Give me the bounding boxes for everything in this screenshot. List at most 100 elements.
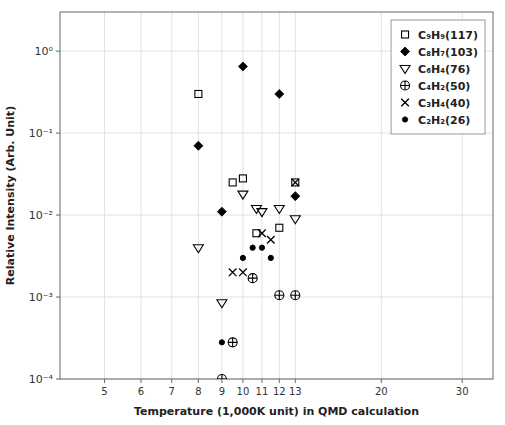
grid-line-x bbox=[171, 12, 172, 379]
point bbox=[228, 338, 237, 347]
series bbox=[194, 62, 300, 216]
chart: 5678910111213203010⁻⁴10⁻³10⁻²10⁻¹10⁰Temp… bbox=[0, 0, 505, 425]
legend-label: C₄H₂(50) bbox=[418, 80, 470, 93]
point bbox=[195, 90, 202, 97]
legend-symbol bbox=[401, 81, 410, 90]
grid-line-y bbox=[60, 297, 493, 298]
plot-frame bbox=[60, 12, 493, 379]
grid bbox=[60, 12, 493, 379]
tick-x bbox=[242, 379, 243, 383]
tick-label-x: 12 bbox=[273, 386, 286, 397]
tick-label-y: 10⁻² bbox=[29, 209, 53, 222]
legend-label: C₈H₇(103) bbox=[418, 46, 478, 59]
point bbox=[291, 192, 300, 201]
tick-x bbox=[261, 379, 262, 383]
tick-label-y: 10⁻³ bbox=[29, 291, 53, 304]
tick-label-x: 9 bbox=[219, 386, 225, 397]
grid-line-y bbox=[60, 215, 493, 216]
x-axis-label: Temperature (1,000K unit) in QMD calcula… bbox=[134, 405, 419, 418]
point bbox=[267, 236, 275, 244]
point bbox=[291, 179, 299, 187]
tick-x bbox=[221, 379, 222, 383]
tick-x bbox=[140, 379, 141, 383]
tick-label-x: 6 bbox=[138, 386, 144, 397]
grid-line-x bbox=[221, 12, 222, 379]
point bbox=[257, 209, 267, 217]
point bbox=[193, 245, 203, 253]
tick-x bbox=[171, 379, 172, 383]
point bbox=[274, 206, 284, 214]
point bbox=[250, 245, 255, 250]
tick-label-x: 11 bbox=[256, 386, 269, 397]
legend-label: C₆H₄(76) bbox=[418, 63, 470, 76]
series bbox=[217, 274, 299, 379]
tick-x bbox=[462, 379, 463, 383]
tick-x bbox=[295, 379, 296, 383]
point bbox=[248, 274, 257, 283]
point bbox=[292, 179, 299, 186]
series bbox=[219, 245, 273, 345]
point bbox=[259, 245, 264, 250]
tick-y bbox=[56, 215, 60, 216]
series bbox=[229, 179, 299, 277]
legend-box bbox=[391, 20, 485, 134]
point bbox=[275, 89, 284, 98]
tick-label-x: 20 bbox=[375, 386, 388, 397]
point bbox=[217, 207, 226, 216]
legend-symbol bbox=[401, 99, 409, 107]
point bbox=[251, 206, 261, 214]
point bbox=[240, 255, 245, 260]
point bbox=[275, 291, 284, 300]
tick-x bbox=[104, 379, 105, 383]
point bbox=[239, 269, 247, 277]
tick-label-y: 10⁰ bbox=[35, 45, 54, 58]
tick-y bbox=[56, 379, 60, 380]
y-axis-label: Relative Intensity (Arb. Unit) bbox=[4, 106, 17, 285]
tick-label-x: 7 bbox=[169, 386, 175, 397]
tick-label-x: 30 bbox=[456, 386, 469, 397]
tick-y bbox=[56, 133, 60, 134]
point bbox=[219, 340, 224, 345]
legend-symbol bbox=[402, 117, 407, 122]
legend-symbol bbox=[400, 66, 410, 74]
point bbox=[194, 141, 203, 150]
grid-line-x bbox=[140, 12, 141, 379]
legend-label: C₃H₄(40) bbox=[418, 97, 470, 110]
tick-x bbox=[381, 379, 382, 383]
legend-symbol bbox=[401, 47, 410, 56]
marks bbox=[193, 62, 300, 379]
legend-label: C₉H₉(117) bbox=[418, 29, 478, 42]
grid-line-x bbox=[381, 12, 382, 379]
point bbox=[238, 62, 247, 71]
tick-x bbox=[279, 379, 280, 383]
point bbox=[229, 179, 236, 186]
series bbox=[195, 90, 299, 236]
grid-line-x bbox=[198, 12, 199, 379]
tick-label-x: 10 bbox=[237, 386, 250, 397]
tick-label-x: 8 bbox=[195, 386, 201, 397]
series bbox=[193, 191, 300, 308]
tick-y bbox=[56, 297, 60, 298]
tick-label-y: 10⁻⁴ bbox=[29, 373, 54, 386]
point bbox=[291, 291, 300, 300]
legend-symbol bbox=[402, 31, 409, 38]
legend: C₉H₉(117) C₈H₇(103) C₆H₄(76) C₄H₂(50) C₃H₄(4… bbox=[391, 20, 485, 134]
axes: 5678910111213203010⁻⁴10⁻³10⁻²10⁻¹10⁰ bbox=[29, 12, 493, 397]
point bbox=[217, 300, 227, 308]
tick-label-x: 5 bbox=[101, 386, 107, 397]
tick-x bbox=[198, 379, 199, 383]
point bbox=[239, 175, 246, 182]
point bbox=[276, 224, 283, 231]
grid-line-x bbox=[104, 12, 105, 379]
grid-line-x bbox=[279, 12, 280, 379]
grid-line-x bbox=[261, 12, 262, 379]
point bbox=[238, 191, 248, 199]
point bbox=[229, 269, 237, 277]
point bbox=[268, 255, 273, 260]
legend-label: C₂H₂(26) bbox=[418, 114, 470, 127]
tick-label-x: 13 bbox=[289, 386, 302, 397]
plot-area bbox=[60, 12, 493, 379]
point bbox=[217, 375, 226, 380]
tick-y bbox=[56, 51, 60, 52]
point bbox=[290, 216, 300, 224]
